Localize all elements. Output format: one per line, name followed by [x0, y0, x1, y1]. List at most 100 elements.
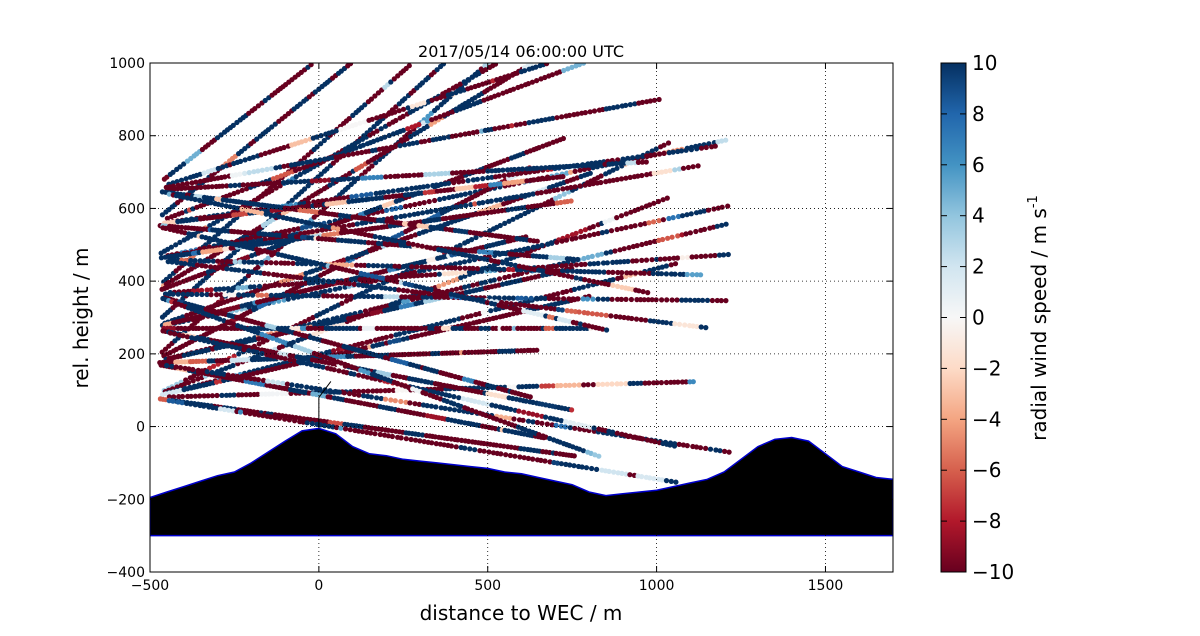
- data-point: [396, 263, 402, 269]
- data-point: [363, 288, 369, 294]
- data-point: [341, 176, 347, 182]
- data-point: [623, 102, 629, 108]
- data-point: [178, 185, 185, 192]
- data-point: [321, 137, 327, 144]
- data-point: [617, 259, 623, 265]
- data-point: [521, 246, 527, 252]
- data-point: [502, 220, 508, 226]
- data-point: [495, 92, 501, 98]
- data-point: [625, 155, 631, 161]
- data-point: [285, 260, 291, 266]
- chart-title: 2017/05/14 06:00:00 UTC: [418, 42, 624, 61]
- data-point: [356, 388, 362, 394]
- data-point: [451, 180, 457, 186]
- data-point: [185, 380, 192, 386]
- data-point: [159, 212, 165, 218]
- data-point: [619, 270, 625, 276]
- data-point: [421, 100, 427, 106]
- data-point: [371, 124, 377, 130]
- data-point: [569, 64, 575, 70]
- data-point: [621, 246, 627, 252]
- data-point: [268, 414, 274, 420]
- data-point: [443, 319, 449, 325]
- data-point: [457, 132, 464, 138]
- data-point: [575, 256, 581, 263]
- data-point: [201, 170, 207, 176]
- data-point: [484, 266, 490, 272]
- data-point: [465, 178, 471, 184]
- data-point: [372, 234, 378, 240]
- data-point: [378, 126, 384, 132]
- data-point: [251, 284, 257, 290]
- data-point: [530, 191, 536, 197]
- data-point: [675, 233, 681, 239]
- data-point: [552, 270, 558, 277]
- data-point: [393, 104, 399, 110]
- data-point: [549, 72, 556, 78]
- data-point: [246, 170, 252, 176]
- data-point: [461, 169, 467, 175]
- data-point: [448, 443, 454, 449]
- data-point: [409, 103, 415, 110]
- data-point: [453, 90, 459, 96]
- data-point: [259, 292, 265, 298]
- data-point: [480, 176, 486, 182]
- data-point: [386, 387, 392, 394]
- data-point: [682, 322, 688, 328]
- data-point: [573, 275, 579, 281]
- data-point: [417, 200, 423, 207]
- data-point: [570, 296, 576, 302]
- data-point: [665, 235, 671, 241]
- data-point: [424, 123, 430, 130]
- data-point: [295, 226, 301, 232]
- data-point: [637, 222, 644, 228]
- data-point: [382, 285, 389, 291]
- data-point: [485, 175, 491, 181]
- data-point: [610, 167, 616, 173]
- data-point: [421, 290, 427, 296]
- data-point: [585, 254, 591, 260]
- data-point: [670, 215, 676, 221]
- data-point: [204, 287, 210, 293]
- data-point: [693, 210, 700, 216]
- data-point: [614, 381, 620, 387]
- data-point: [164, 174, 170, 180]
- data-point: [299, 160, 306, 166]
- data-point: [693, 254, 699, 260]
- data-point: [392, 143, 398, 150]
- data-point: [608, 313, 614, 319]
- data-point: [542, 74, 548, 81]
- data-point: [568, 184, 574, 191]
- data-point: [497, 197, 504, 203]
- data-point: [404, 298, 410, 304]
- data-point: [272, 180, 278, 186]
- data-point: [245, 292, 251, 298]
- data-point: [350, 176, 356, 182]
- data-point: [416, 230, 422, 237]
- data-point: [560, 174, 566, 180]
- data-point: [559, 263, 565, 269]
- data-point: [604, 260, 611, 266]
- data-point: [423, 228, 429, 234]
- data-point: [264, 166, 270, 172]
- data-point: [423, 171, 429, 178]
- data-point: [230, 362, 236, 369]
- data-point: [651, 318, 657, 324]
- data-point: [385, 236, 391, 242]
- data-point: [538, 304, 544, 310]
- data-point: [454, 193, 460, 199]
- data-point: [576, 309, 582, 315]
- data-point: [442, 248, 448, 254]
- data-point: [453, 444, 459, 450]
- data-point: [595, 260, 601, 266]
- data-point: [718, 298, 724, 304]
- data-point: [439, 386, 445, 392]
- data-point: [511, 272, 517, 278]
- data-point: [414, 264, 420, 270]
- data-point: [458, 270, 464, 276]
- data-point: [554, 263, 560, 269]
- data-point: [697, 209, 704, 215]
- data-point: [474, 281, 480, 287]
- data-point: [308, 159, 314, 165]
- data-point: [288, 179, 294, 185]
